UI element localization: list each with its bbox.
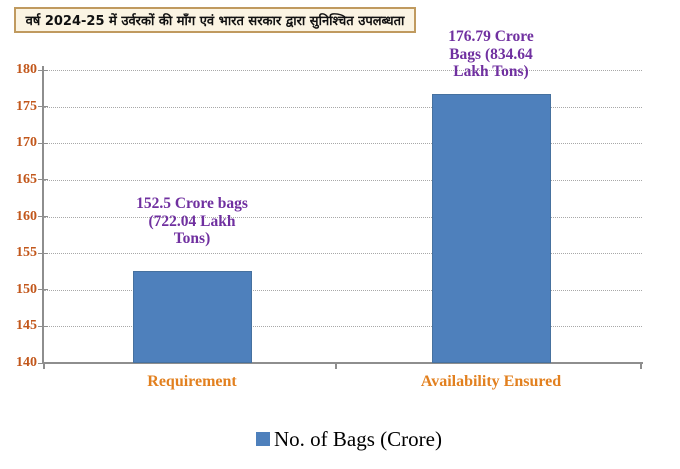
x-axis-tick-1 xyxy=(335,364,337,369)
legend-swatch-icon xyxy=(256,432,270,446)
y-tick-label-170: 170 xyxy=(16,135,37,151)
y-axis-tick-150 xyxy=(38,289,48,291)
chart-title: वर्ष 2024-25 में उर्वरकों की माँग एवं भा… xyxy=(25,14,405,29)
legend: No. of Bags (Crore) xyxy=(256,425,442,453)
y-tick-label-175: 175 xyxy=(16,98,37,114)
category-label-requirement: Requirement xyxy=(147,373,237,390)
gridline-150 xyxy=(44,289,642,291)
gridline-145 xyxy=(44,326,642,328)
x-axis-tick-2 xyxy=(640,364,642,369)
gridline-170 xyxy=(44,143,642,145)
data-label-1: 176.79 Crore Bags (834.64 Lakh Tons) xyxy=(448,28,534,80)
y-tick-label-165: 165 xyxy=(16,171,37,187)
x-axis-tick-0 xyxy=(43,364,45,369)
gridline-180 xyxy=(44,70,642,71)
x-axis-line xyxy=(42,362,643,364)
y-axis-tick-180 xyxy=(38,69,48,71)
y-tick-label-180: 180 xyxy=(16,62,37,77)
y-tick-label-160: 160 xyxy=(16,208,37,224)
y-tick-label-155: 155 xyxy=(16,245,37,261)
y-axis-tick-140 xyxy=(38,362,48,364)
y-axis-tick-175 xyxy=(38,106,48,108)
legend-label: No. of Bags (Crore) xyxy=(274,427,442,451)
y-tick-label-150: 150 xyxy=(16,281,37,297)
category-label-availability-ensured: Availability Ensured xyxy=(420,373,562,390)
y-tick-label-140: 140 xyxy=(16,355,37,370)
y-axis-line xyxy=(42,66,44,364)
gridline-160 xyxy=(44,216,642,218)
y-axis-tick-155 xyxy=(38,252,48,254)
y-axis-tick-170 xyxy=(38,142,48,144)
chart-title-box: वर्ष 2024-25 में उर्वरकों की माँग एवं भा… xyxy=(14,7,416,33)
y-tick-label-145: 145 xyxy=(16,318,37,334)
bar-availability-ensured xyxy=(431,93,551,363)
gridline-175 xyxy=(44,106,642,108)
gridline-165 xyxy=(44,179,642,181)
y-axis-tick-160 xyxy=(38,216,48,217)
y-axis-tick-165 xyxy=(38,179,48,181)
data-label-0: 152.5 Crore bags (722.04 Lakh Tons) xyxy=(136,195,248,247)
y-axis-tick-145 xyxy=(38,325,48,327)
gridline-155 xyxy=(44,253,642,255)
bar-requirement xyxy=(132,271,252,363)
